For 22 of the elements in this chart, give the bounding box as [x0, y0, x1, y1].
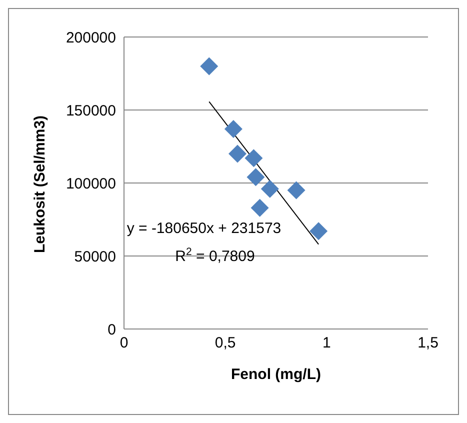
y-tick-label: 150000 [66, 102, 116, 120]
y-axis-title: Leukosit (Sel/mm3) [31, 115, 48, 253]
point [200, 57, 218, 76]
y-tick-label: 50000 [74, 248, 116, 266]
x-axis-title: Fenol (mg/L) [231, 366, 321, 383]
point [228, 144, 246, 163]
y-tick-label: 100000 [66, 175, 116, 192]
y-tick-label: 0 [108, 321, 116, 338]
point [224, 120, 242, 138]
x-tick-label: 1 [322, 334, 331, 352]
point [287, 181, 306, 200]
point [310, 222, 328, 240]
x-tick-label: 0 [120, 334, 128, 352]
annotation: R$^{2}$ = 0,7809 [175, 246, 255, 265]
point [250, 198, 269, 217]
annotation: y = -180650x + 231573 [126, 220, 282, 237]
point [244, 149, 263, 168]
x-tick-label: 1,5 [418, 334, 438, 352]
point [260, 180, 279, 198]
x-tick-label: 0,5 [214, 334, 236, 352]
y-tick-label: 200000 [66, 29, 116, 46]
point [246, 168, 265, 186]
